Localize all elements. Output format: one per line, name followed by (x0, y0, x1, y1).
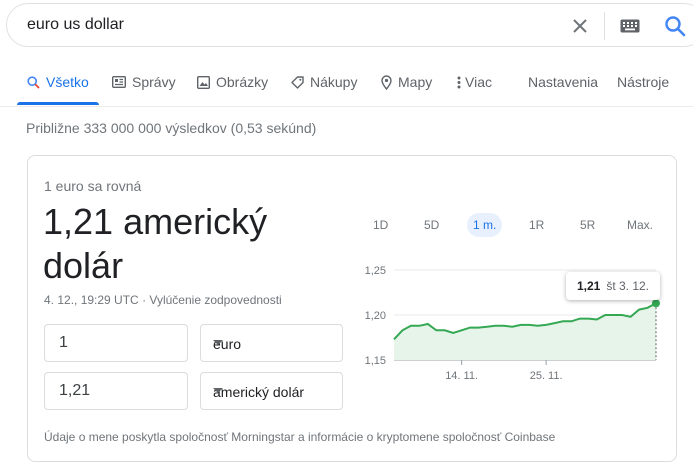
y-tick-label: 1,15 (365, 355, 386, 367)
timestamp-line: 4. 12., 19:29 UTC · Vylúčenie zodpovedno… (44, 293, 282, 307)
data-source-note: Údaje o mene poskytla spoločnosť Morning… (44, 430, 556, 444)
y-tick-label: 1,20 (365, 310, 386, 322)
tag-icon (291, 75, 304, 89)
equals-label: 1 euro sa rovná (44, 178, 142, 194)
chart-area (394, 303, 656, 360)
close-icon[interactable] (570, 16, 590, 36)
currency-converter-card: 1 euro sa rovná 1,21 americký dolár 4. 1… (27, 155, 677, 462)
divider (604, 12, 605, 40)
tab-obrazky[interactable]: Obrázky (197, 74, 268, 90)
conversion-result: 1,21 americký dolár (43, 201, 268, 286)
range-5d[interactable]: 5D (424, 218, 440, 232)
range-5r[interactable]: 5R (580, 218, 596, 232)
tab-spravy[interactable]: Správy (112, 74, 176, 90)
x-tick-label: 14. 11. (445, 370, 478, 382)
tab-label: Obrázky (216, 74, 269, 90)
tab-nastroje[interactable]: Nástroje (617, 74, 669, 90)
to-currency-value: americký dolár (213, 384, 305, 400)
range-max[interactable]: Max. (627, 218, 654, 232)
keyboard-icon[interactable] (620, 19, 640, 33)
tab-label: Všetko (46, 74, 89, 90)
search-bar[interactable]: euro us dollar (6, 3, 693, 47)
tab-label: Viac (465, 74, 492, 90)
news-icon (112, 76, 126, 88)
search-input[interactable]: euro us dollar (27, 16, 124, 33)
to-currency-select[interactable]: americký dolár (200, 372, 343, 410)
location-pin-icon (381, 74, 392, 90)
to-amount-input[interactable]: 1,21 (44, 372, 188, 410)
search-icon (27, 75, 40, 89)
search-icon[interactable] (664, 15, 686, 37)
disclaimer-link[interactable]: Vylúčenie zodpovednosti (149, 293, 282, 307)
tab-nastavenia[interactable]: Nastavenia (528, 74, 598, 90)
result-stats: Približne 333 000 000 výsledkov (0,53 se… (26, 120, 317, 136)
dropdown-arrow-icon (213, 340, 223, 345)
series-line (393, 302, 657, 340)
exchange-rate-chart[interactable]: 1,25 1,20 1,15 14. 11. 25. 11. (356, 262, 666, 382)
from-amount-value: 1 (59, 334, 68, 351)
from-currency-select[interactable]: euro (200, 324, 343, 362)
range-1r[interactable]: 1R (529, 218, 545, 232)
y-tick-label: 1,25 (365, 265, 386, 277)
tab-viac[interactable]: Viac (457, 74, 492, 90)
tab-label: Nastavenia (528, 74, 599, 90)
hover-point (652, 299, 660, 308)
tooltip-date: št 3. 12. (606, 279, 650, 293)
separator: · (142, 293, 147, 307)
tab-label: Mapy (398, 74, 433, 90)
range-1d[interactable]: 1D (373, 218, 389, 232)
image-icon (197, 75, 210, 89)
tab-mapy[interactable]: Mapy (381, 74, 432, 90)
tab-nakupy[interactable]: Nákupy (291, 74, 357, 90)
range-1m[interactable]: 1 m. (467, 213, 503, 237)
tab-label: Správy (132, 74, 176, 90)
x-tick-label: 25. 11. (530, 370, 563, 382)
active-tab-indicator (17, 102, 99, 105)
dropdown-arrow-icon (213, 388, 223, 393)
tab-vsetko[interactable]: Všetko (27, 74, 89, 90)
chart-tooltip: 1,21 št 3. 12. (566, 272, 660, 300)
tooltip-value: 1,21 (576, 279, 601, 293)
to-amount-value: 1,21 (59, 382, 91, 399)
from-amount-input[interactable]: 1 (44, 324, 188, 362)
tab-label: Nákupy (310, 74, 358, 90)
timestamp: 4. 12., 19:29 UTC (44, 293, 139, 307)
more-vert-icon (457, 76, 461, 89)
search-tabs: Všetko Správy Obrázky Nákupy Mapy Viac N… (0, 60, 693, 107)
tab-label: Nástroje (617, 74, 670, 90)
